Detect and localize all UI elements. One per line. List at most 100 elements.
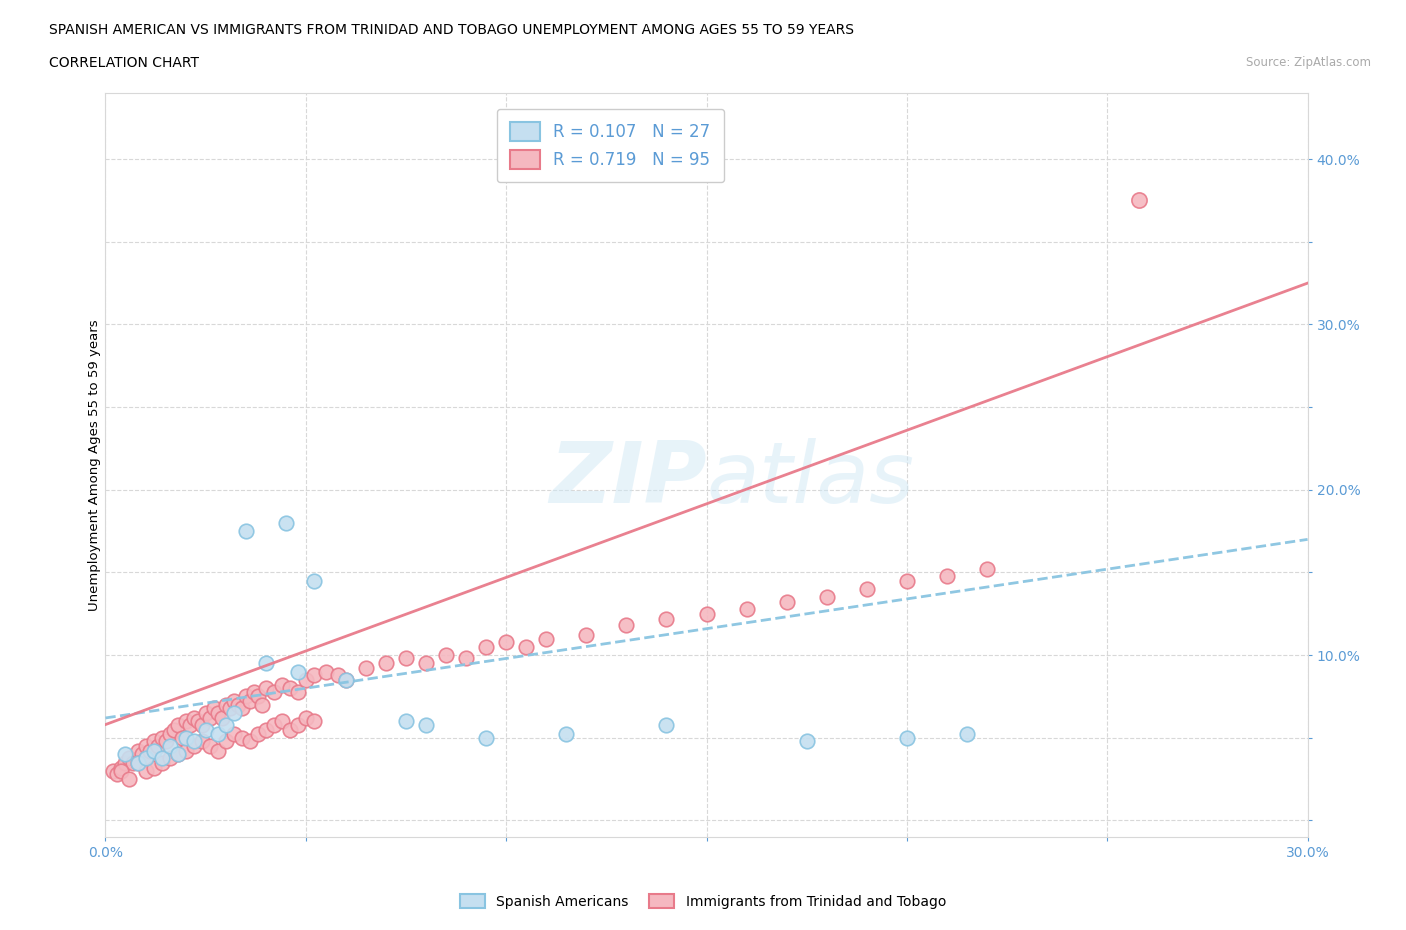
Point <box>214 717 236 732</box>
Point <box>166 747 188 762</box>
Point <box>202 700 225 715</box>
Point <box>187 714 209 729</box>
Point <box>287 684 309 699</box>
Point <box>179 717 201 732</box>
Point <box>434 647 457 662</box>
Point <box>135 751 157 765</box>
Point <box>270 677 292 692</box>
Point <box>302 573 325 588</box>
Point <box>263 717 285 732</box>
Point <box>194 722 217 737</box>
Point <box>239 694 262 709</box>
Y-axis label: Unemployment Among Ages 55 to 59 years: Unemployment Among Ages 55 to 59 years <box>87 319 101 611</box>
Point <box>122 755 145 770</box>
Point <box>135 764 157 778</box>
Text: atlas: atlas <box>707 438 914 522</box>
Point <box>475 640 498 655</box>
Point <box>131 747 153 762</box>
Point <box>222 694 245 709</box>
Point <box>142 734 165 749</box>
Point <box>415 717 437 732</box>
Point <box>183 734 205 749</box>
Point <box>135 751 157 765</box>
Point <box>515 640 537 655</box>
Point <box>796 734 818 749</box>
Point <box>976 562 998 577</box>
Point <box>374 656 398 671</box>
Point <box>110 760 132 775</box>
Point <box>395 714 418 729</box>
Text: ZIP: ZIP <box>548 438 707 522</box>
Point <box>166 717 188 732</box>
Point <box>118 751 141 765</box>
Legend: R = 0.107   N = 27, R = 0.719   N = 95: R = 0.107 N = 27, R = 0.719 N = 95 <box>496 109 724 182</box>
Point <box>207 727 229 742</box>
Point <box>207 744 229 759</box>
Point <box>198 711 221 725</box>
Point <box>575 628 598 643</box>
Point <box>354 661 377 676</box>
Point <box>162 722 184 737</box>
Point <box>142 744 165 759</box>
Point <box>207 706 229 721</box>
Point <box>127 755 149 770</box>
Point <box>198 738 221 753</box>
Point <box>166 747 188 762</box>
Point <box>118 772 141 787</box>
Point <box>190 734 212 749</box>
Point <box>246 689 269 704</box>
Text: CORRELATION CHART: CORRELATION CHART <box>49 56 200 70</box>
Point <box>222 727 245 742</box>
Point <box>956 727 979 742</box>
Point <box>555 727 578 742</box>
Point <box>655 611 678 626</box>
Legend: Spanish Americans, Immigrants from Trinidad and Tobago: Spanish Americans, Immigrants from Trini… <box>453 887 953 916</box>
Point <box>696 606 718 621</box>
Point <box>159 751 181 765</box>
Point <box>138 744 160 759</box>
Point <box>655 717 678 732</box>
Point <box>254 656 277 671</box>
Point <box>226 698 249 712</box>
Point <box>302 668 325 683</box>
Point <box>110 764 132 778</box>
Point <box>250 698 273 712</box>
Point <box>150 730 173 745</box>
Point <box>214 734 236 749</box>
Point <box>211 711 233 725</box>
Point <box>170 730 193 745</box>
Point <box>896 730 918 745</box>
Point <box>231 700 253 715</box>
Point <box>270 714 292 729</box>
Point <box>218 700 240 715</box>
Point <box>235 689 257 704</box>
Point <box>735 602 758 617</box>
Point <box>287 717 309 732</box>
Point <box>936 568 959 583</box>
Point <box>326 668 349 683</box>
Point <box>194 706 217 721</box>
Point <box>1128 193 1150 208</box>
Point <box>254 722 277 737</box>
Point <box>127 755 149 770</box>
Point <box>295 711 318 725</box>
Point <box>142 760 165 775</box>
Point <box>235 524 257 538</box>
Point <box>274 515 297 530</box>
Point <box>776 595 799 610</box>
Point <box>475 730 498 745</box>
Point <box>302 714 325 729</box>
Point <box>395 651 418 666</box>
Point <box>315 664 337 679</box>
Point <box>127 744 149 759</box>
Point <box>159 738 181 753</box>
Point <box>135 738 157 753</box>
Point <box>146 738 169 753</box>
Point <box>150 751 173 765</box>
Point <box>495 634 517 649</box>
Point <box>616 618 638 632</box>
Point <box>239 734 262 749</box>
Point <box>155 734 177 749</box>
Point <box>222 706 245 721</box>
Text: SPANISH AMERICAN VS IMMIGRANTS FROM TRINIDAD AND TOBAGO UNEMPLOYMENT AMONG AGES : SPANISH AMERICAN VS IMMIGRANTS FROM TRIN… <box>49 23 855 37</box>
